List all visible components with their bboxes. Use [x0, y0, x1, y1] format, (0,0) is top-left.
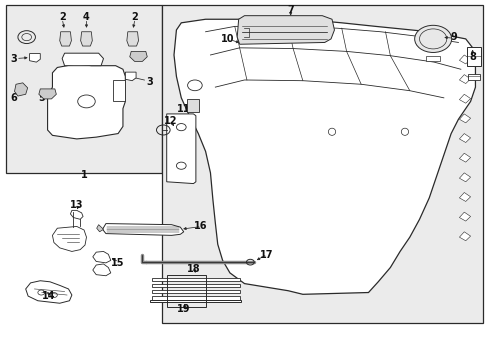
Polygon shape — [15, 83, 28, 96]
Text: 2: 2 — [59, 13, 65, 22]
Text: 9: 9 — [449, 32, 456, 42]
Polygon shape — [70, 210, 83, 219]
Text: 15: 15 — [111, 258, 124, 268]
Polygon shape — [458, 193, 469, 202]
Polygon shape — [97, 225, 103, 232]
Bar — [187, 99, 199, 112]
Text: 1: 1 — [81, 170, 87, 180]
Text: 3: 3 — [146, 77, 153, 87]
Polygon shape — [39, 89, 56, 99]
Bar — [162, 5, 482, 323]
Text: 13: 13 — [70, 200, 83, 210]
Polygon shape — [93, 264, 111, 276]
Polygon shape — [26, 281, 72, 303]
Polygon shape — [174, 19, 474, 294]
Polygon shape — [93, 251, 111, 263]
Text: 18: 18 — [186, 264, 200, 274]
Polygon shape — [149, 300, 240, 302]
Polygon shape — [152, 290, 239, 293]
Bar — [6, 5, 162, 173]
Polygon shape — [152, 278, 239, 281]
Text: 6: 6 — [10, 93, 17, 103]
Polygon shape — [458, 212, 469, 221]
Text: 3: 3 — [10, 54, 17, 64]
Polygon shape — [458, 173, 469, 182]
Bar — [466, 47, 480, 66]
Text: 10: 10 — [220, 34, 234, 44]
Text: 2: 2 — [131, 13, 138, 22]
Polygon shape — [425, 56, 440, 61]
Polygon shape — [152, 284, 239, 287]
Polygon shape — [458, 55, 469, 64]
Polygon shape — [52, 226, 86, 251]
Text: 4: 4 — [83, 13, 90, 22]
Polygon shape — [458, 153, 469, 162]
Polygon shape — [125, 72, 136, 81]
Circle shape — [414, 25, 451, 53]
Text: 17: 17 — [259, 250, 273, 260]
Text: 7: 7 — [287, 5, 293, 15]
Polygon shape — [129, 51, 147, 62]
Bar — [113, 80, 125, 102]
Polygon shape — [458, 94, 469, 103]
Text: 16: 16 — [194, 221, 207, 231]
Text: 19: 19 — [177, 303, 190, 314]
Text: 12: 12 — [163, 116, 177, 126]
Polygon shape — [237, 16, 334, 44]
Polygon shape — [458, 114, 469, 123]
Polygon shape — [102, 224, 183, 235]
Polygon shape — [62, 53, 103, 66]
Text: 11: 11 — [177, 104, 190, 113]
Polygon shape — [152, 296, 239, 300]
Polygon shape — [458, 75, 469, 84]
Text: 5: 5 — [38, 93, 44, 103]
Text: 8: 8 — [468, 52, 475, 62]
Bar — [467, 73, 479, 80]
Polygon shape — [47, 64, 125, 139]
Polygon shape — [60, 32, 71, 46]
Polygon shape — [126, 32, 138, 46]
Polygon shape — [458, 232, 469, 241]
Polygon shape — [166, 114, 196, 184]
Text: 14: 14 — [42, 291, 56, 301]
Polygon shape — [458, 134, 469, 143]
Polygon shape — [30, 54, 40, 62]
Polygon shape — [81, 32, 92, 46]
